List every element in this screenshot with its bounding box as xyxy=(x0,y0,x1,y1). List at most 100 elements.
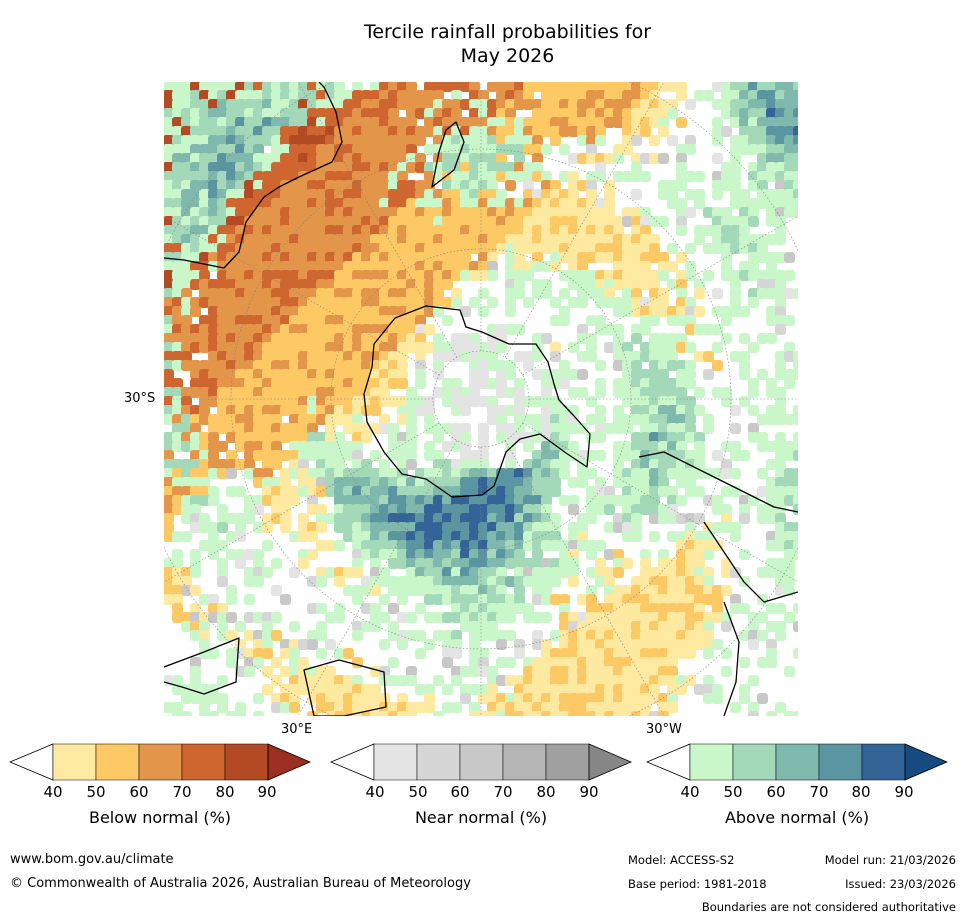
field-cell xyxy=(262,369,273,380)
field-cell xyxy=(199,82,210,92)
field-cell xyxy=(433,594,444,605)
field-cell xyxy=(307,207,318,218)
field-cell xyxy=(352,306,363,317)
field-cell xyxy=(379,126,390,137)
field-cell xyxy=(316,82,327,92)
field-cell xyxy=(667,432,678,443)
field-cell xyxy=(622,261,633,272)
field-cell xyxy=(181,306,192,317)
field-cell xyxy=(199,414,210,425)
field-cell xyxy=(523,504,534,515)
field-cell xyxy=(164,351,174,362)
field-cell xyxy=(514,702,525,713)
field-cell xyxy=(379,297,390,308)
colorbar-above-segment xyxy=(689,743,734,781)
field-cell xyxy=(568,657,579,668)
field-cell xyxy=(334,198,345,209)
polar-map[interactable] xyxy=(164,82,798,716)
field-cell xyxy=(316,603,327,614)
field-cell xyxy=(397,135,408,146)
field-cell xyxy=(289,82,300,92)
field-cell xyxy=(217,108,228,119)
website-link[interactable]: www.bom.gov.au/climate xyxy=(10,852,174,867)
legend-above-tick: 40 xyxy=(680,783,700,801)
field-cell xyxy=(757,144,768,155)
field-cell xyxy=(316,216,327,227)
field-cell xyxy=(748,630,759,641)
field-cell xyxy=(613,342,624,353)
field-cell xyxy=(325,198,336,209)
field-cell xyxy=(505,540,516,551)
field-cell xyxy=(199,162,210,173)
field-cell xyxy=(325,288,336,299)
field-cell xyxy=(343,279,354,290)
field-cell xyxy=(433,99,444,110)
field-cell xyxy=(658,504,669,515)
field-cell xyxy=(667,702,678,713)
field-cell xyxy=(541,333,552,344)
field-cell xyxy=(388,369,399,380)
field-cell xyxy=(190,333,201,344)
field-cell xyxy=(271,180,282,191)
field-cell xyxy=(631,99,642,110)
field-cell xyxy=(190,306,201,317)
field-cell xyxy=(334,504,345,515)
field-cell xyxy=(208,234,219,245)
field-cell xyxy=(388,90,399,101)
field-cell xyxy=(541,486,552,497)
field-cell xyxy=(361,288,372,299)
field-cell xyxy=(559,117,570,128)
field-cell xyxy=(415,243,426,254)
field-cell xyxy=(649,117,660,128)
field-cell xyxy=(586,90,597,101)
field-cell xyxy=(334,297,345,308)
field-cell xyxy=(586,198,597,209)
field-cell xyxy=(307,216,318,227)
field-cell xyxy=(370,180,381,191)
field-cell xyxy=(370,126,381,137)
field-cell xyxy=(352,108,363,119)
field-cell xyxy=(199,405,210,416)
field-cell xyxy=(199,378,210,389)
field-cell xyxy=(316,675,327,686)
field-cell xyxy=(541,378,552,389)
field-cell xyxy=(694,171,705,182)
field-cell xyxy=(379,261,390,272)
field-cell xyxy=(595,477,606,488)
field-cell xyxy=(208,468,219,479)
field-cell xyxy=(217,693,228,704)
field-cell xyxy=(164,99,174,110)
field-cell xyxy=(451,423,462,434)
field-cell xyxy=(352,189,363,200)
field-cell xyxy=(658,423,669,434)
field-cell xyxy=(235,198,246,209)
field-cell xyxy=(280,198,291,209)
field-cell xyxy=(622,702,633,713)
field-cell xyxy=(568,684,579,695)
field-cell xyxy=(676,684,687,695)
field-cell xyxy=(613,549,624,560)
field-cell xyxy=(613,558,624,569)
field-cell xyxy=(649,82,660,92)
field-cell xyxy=(370,477,381,488)
field-cell xyxy=(325,279,336,290)
field-cell xyxy=(541,387,552,398)
field-cell xyxy=(577,135,588,146)
field-cell xyxy=(164,387,174,398)
field-cell xyxy=(397,82,408,92)
field-cell xyxy=(613,108,624,119)
field-cell xyxy=(658,99,669,110)
field-cell xyxy=(271,504,282,515)
field-cell xyxy=(658,342,669,353)
field-cell xyxy=(199,630,210,641)
field-cell xyxy=(595,288,606,299)
field-cell xyxy=(784,270,795,281)
field-cell xyxy=(217,225,228,236)
field-cell xyxy=(361,243,372,254)
field-cell xyxy=(487,711,498,716)
field-cell xyxy=(658,549,669,560)
field-cell xyxy=(712,82,723,92)
field-cell xyxy=(307,387,318,398)
field-cell xyxy=(460,432,471,443)
field-cell xyxy=(712,135,723,146)
